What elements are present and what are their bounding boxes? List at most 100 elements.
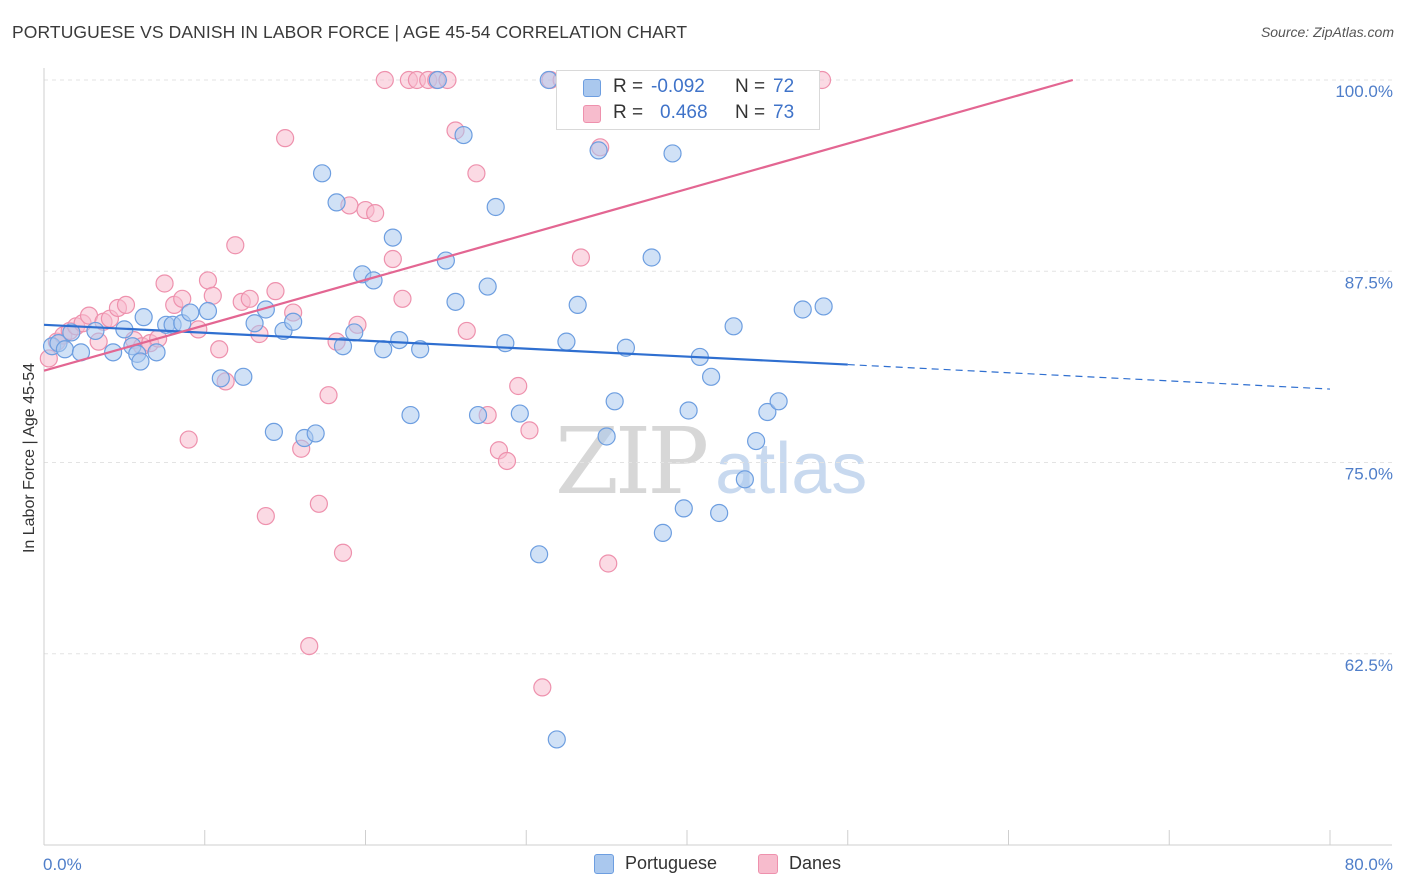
- portuguese-point: [234, 367, 253, 386]
- trend-lines: [43, 78, 1331, 390]
- danes-point: [319, 386, 338, 405]
- portuguese-point: [674, 499, 693, 518]
- correlation-legend: R = -0.092 N = 72 R = 0.468 N = 73: [556, 70, 820, 130]
- portuguese-point: [55, 340, 74, 359]
- portuguese-point: [264, 422, 283, 441]
- portuguese-point: [312, 164, 332, 183]
- portuguese-point: [364, 271, 383, 290]
- portuguese-point: [486, 197, 505, 217]
- danes-swatch: [583, 105, 601, 123]
- portuguese-point: [710, 503, 729, 523]
- portuguese-point: [401, 405, 420, 425]
- portuguese-point: [793, 300, 812, 319]
- portuguese-point: [653, 523, 672, 542]
- danes-point: [497, 451, 517, 471]
- axes: [43, 68, 1392, 846]
- portuguese-point: [411, 340, 430, 359]
- portuguese-point: [333, 337, 353, 356]
- x-tick-label: 0.0%: [43, 855, 82, 874]
- danes-point: [240, 289, 259, 308]
- y-axis-title: In Labor Force | Age 45-54: [21, 363, 38, 553]
- n-label: N =: [735, 76, 766, 97]
- portuguese-trend-line: [43, 323, 848, 366]
- danes-point: [599, 554, 618, 573]
- portuguese-point: [454, 125, 473, 145]
- portuguese-point: [747, 431, 766, 451]
- y-tick-label: 62.5%: [1345, 656, 1393, 675]
- portuguese-point: [557, 332, 576, 351]
- danes-point: [533, 678, 552, 697]
- portuguese-point: [642, 248, 661, 267]
- r-label: R =: [613, 76, 644, 97]
- portuguese-point: [539, 70, 558, 90]
- portuguese-point: [605, 392, 624, 411]
- danes-point: [467, 164, 486, 183]
- portuguese-point: [568, 295, 587, 315]
- y-tick-label: 100.0%: [1335, 82, 1393, 101]
- r-label: R =: [613, 102, 644, 123]
- portuguese-swatch: [583, 79, 601, 97]
- danes-point: [571, 248, 591, 267]
- watermark-zip: ZIP: [555, 408, 709, 515]
- n-value: 73: [773, 102, 795, 123]
- portuguese-point: [769, 392, 788, 411]
- portuguese-point: [211, 369, 230, 388]
- legend-row-danes: R = 0.468 N = 73: [557, 101, 819, 127]
- portuguese-point: [62, 323, 81, 342]
- watermark-atlas: atlas: [715, 429, 868, 509]
- danes-point: [198, 271, 218, 290]
- portuguese-point: [589, 141, 608, 160]
- danes-point: [276, 129, 295, 148]
- n-value: 72: [773, 76, 795, 97]
- danes-point: [309, 494, 328, 513]
- portuguese-point: [679, 401, 698, 420]
- danes-point: [116, 295, 136, 315]
- portuguese-swatch: [594, 854, 614, 874]
- r-value: 0.468: [660, 102, 708, 123]
- portuguese-trend-extension: [847, 363, 1331, 390]
- portuguese-point: [735, 470, 754, 489]
- portuguese-point: [245, 314, 264, 333]
- danes-point: [457, 321, 476, 341]
- portuguese-point: [390, 331, 409, 350]
- danes-point: [383, 249, 402, 269]
- portuguese-point: [198, 301, 218, 321]
- danes-point: [520, 421, 539, 440]
- danes-trend-line: [43, 78, 1074, 372]
- portuguese-point: [131, 352, 150, 371]
- portuguese-point: [104, 343, 123, 362]
- portuguese-point: [814, 297, 833, 316]
- portuguese-point: [86, 321, 105, 341]
- portuguese-point: [446, 292, 465, 311]
- tick-labels: 100.0% 87.5% 75.0% 62.5% 0.0% 80.0%: [43, 82, 1393, 874]
- danes-point: [509, 376, 528, 396]
- portuguese-point: [306, 424, 325, 443]
- danes-point: [203, 286, 222, 305]
- portuguese-point: [284, 312, 303, 331]
- portuguese-points: [42, 70, 833, 749]
- portuguese-point: [496, 334, 515, 353]
- danes-point: [375, 70, 394, 90]
- portuguese-point: [428, 70, 447, 90]
- danes-point: [300, 636, 319, 656]
- grid-lines: [44, 79, 1392, 655]
- danes-point: [366, 204, 385, 223]
- series-legend: Portuguese Danes: [0, 852, 1406, 878]
- danes-point: [333, 543, 353, 562]
- x-tick-label: 80.0%: [1345, 855, 1393, 874]
- portuguese-point: [374, 340, 393, 359]
- portuguese-point: [530, 545, 549, 564]
- portuguese-point: [134, 308, 153, 327]
- y-tick-label: 87.5%: [1345, 273, 1393, 292]
- portuguese-point: [147, 343, 166, 362]
- portuguese-point: [547, 730, 566, 749]
- danes-point: [210, 340, 229, 359]
- danes-point: [173, 289, 192, 308]
- portuguese-point: [663, 144, 682, 163]
- portuguese-point: [468, 405, 488, 425]
- danes-point: [266, 282, 285, 301]
- legend-label: Portuguese: [625, 853, 718, 873]
- watermark: ZIP atlas: [555, 408, 867, 515]
- danes-point: [393, 289, 412, 308]
